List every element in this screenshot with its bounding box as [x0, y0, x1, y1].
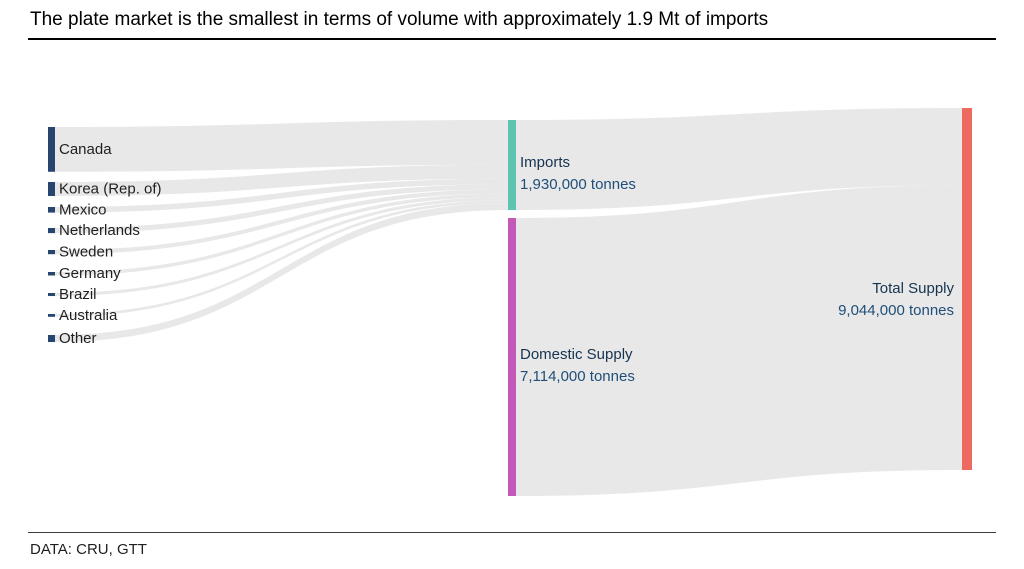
- node-netherlands: [48, 228, 55, 234]
- label-germany: Germany: [59, 265, 121, 282]
- node-total-supply: [962, 108, 972, 470]
- title-rule: [28, 38, 996, 40]
- node-brazil: [48, 293, 55, 297]
- label-mexico: Mexico: [59, 201, 107, 218]
- node-mexico: [48, 207, 55, 213]
- flow-mexico-to-imports: [55, 178, 508, 213]
- flow-korea-rep-of-to-imports: [55, 164, 508, 196]
- flow-netherlands-to-imports: [55, 184, 508, 234]
- node-korea-rep-of: [48, 182, 55, 196]
- label-total-supply: Total Supply: [872, 280, 954, 297]
- label-sweden: Sweden: [59, 244, 113, 261]
- flow-australia-to-imports: [55, 200, 508, 317]
- value-total-supply: 9,044,000 tonnes: [838, 302, 954, 319]
- flow-brazil-to-imports: [55, 197, 508, 297]
- label-other: Other: [59, 330, 97, 347]
- value-domestic-supply: 7,114,000 tonnes: [520, 368, 635, 385]
- label-korea-rep-of: Korea (Rep. of): [59, 180, 162, 197]
- label-canada: Canada: [59, 141, 112, 158]
- node-other: [48, 335, 55, 342]
- node-domestic-supply: [508, 218, 516, 496]
- label-netherlands: Netherlands: [59, 222, 140, 239]
- label-domestic-supply: Domestic Supply: [520, 346, 633, 363]
- data-source-label: DATA: CRU, GTT: [30, 541, 147, 558]
- flow-canada-to-imports: [55, 120, 508, 172]
- node-sweden: [48, 250, 55, 255]
- flow-imports-to-total-supply: [516, 108, 962, 210]
- label-imports: Imports: [520, 154, 570, 171]
- label-brazil: Brazil: [59, 286, 97, 303]
- flow-sweden-to-imports: [55, 189, 508, 255]
- flow-germany-to-imports: [55, 193, 508, 276]
- chart-title: The plate market is the smallest in term…: [30, 9, 769, 30]
- node-imports: [508, 120, 516, 210]
- value-imports: 1,930,000 tonnes: [520, 176, 636, 193]
- node-canada: [48, 127, 55, 172]
- footer-rule: [28, 532, 996, 533]
- flow-domestic-supply-to-total-supply: [516, 185, 962, 496]
- node-germany: [48, 272, 55, 276]
- flow-other-to-imports: [55, 203, 508, 342]
- label-australia: Australia: [59, 307, 118, 324]
- node-australia: [48, 314, 55, 317]
